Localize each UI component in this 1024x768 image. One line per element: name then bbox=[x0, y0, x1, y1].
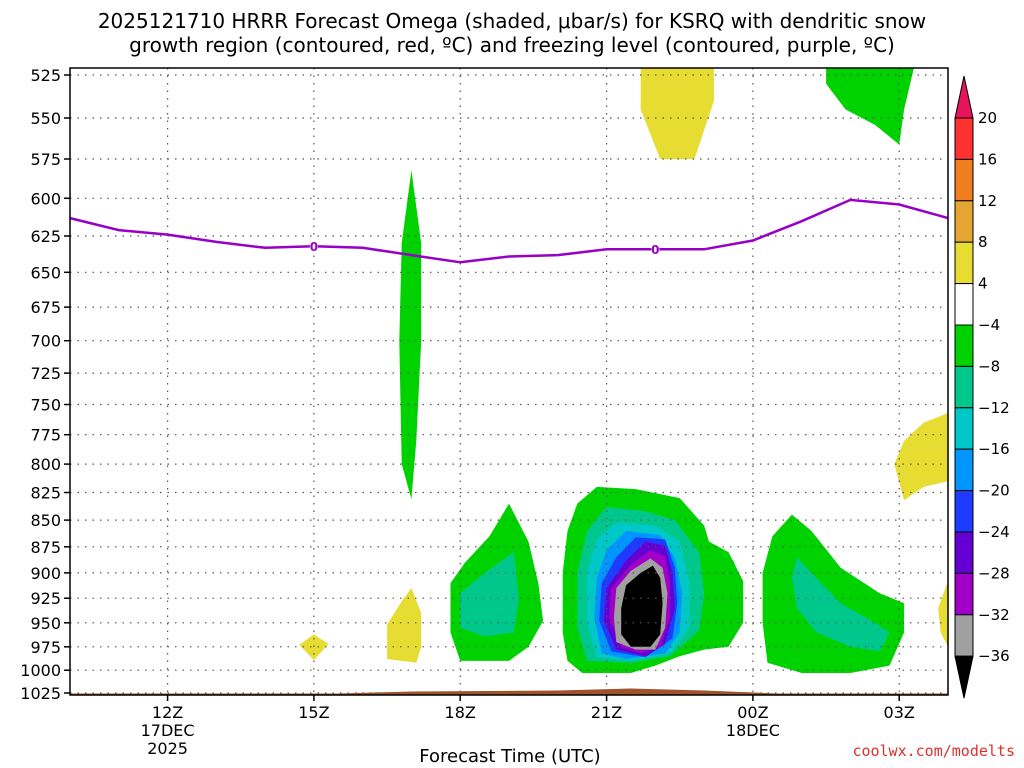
colorbar: 20 16 12 8 4 −4 −8 −12 −16 −20 −24 −28 −32 −36 bbox=[954, 75, 1010, 699]
colorbar-label: 20 bbox=[978, 109, 997, 127]
x-tick-label: 03Z bbox=[884, 703, 915, 722]
y-tick-label: 750 bbox=[30, 396, 61, 415]
y-tick-label: 650 bbox=[30, 263, 61, 282]
y-axis: 525 550 575 600 625 650 675 700 725 750 775 800 825 8… bbox=[20, 66, 70, 703]
x-tick-label: 15Z bbox=[298, 703, 329, 722]
freezing-level-label: 0 bbox=[310, 240, 318, 254]
omega-region-upper-right-green bbox=[826, 68, 914, 145]
y-tick-label: 625 bbox=[30, 227, 61, 246]
colorbar-label: −4 bbox=[978, 316, 1000, 334]
y-tick-label: 1025 bbox=[20, 684, 61, 703]
colorbar-label: −36 bbox=[978, 647, 1010, 665]
y-tick-label: 950 bbox=[30, 614, 61, 633]
x-axis-title: Forecast Time (UTC) bbox=[419, 746, 601, 767]
freezing-label-bg bbox=[309, 240, 318, 253]
omega-region-teal-18z bbox=[460, 552, 519, 637]
omega-shaded-regions bbox=[299, 68, 948, 673]
freezing-label-bg bbox=[651, 243, 660, 256]
colorbar-box bbox=[954, 365, 974, 409]
y-tick-label: 975 bbox=[30, 638, 61, 657]
y-tick-label: 725 bbox=[30, 364, 61, 383]
chart-title-line-2: growth region (contoured, red, ºC) and f… bbox=[129, 33, 895, 57]
y-tick-label: 550 bbox=[30, 109, 61, 128]
colorbar-box bbox=[954, 448, 974, 492]
y-tick-label: 800 bbox=[30, 455, 61, 474]
colorbar-box bbox=[954, 200, 974, 243]
colorbar-bottom-arrow bbox=[954, 655, 974, 699]
freezing-level-contour bbox=[69, 198, 949, 264]
x-tick-date: 17DEC bbox=[141, 721, 195, 740]
colorbar-label: 12 bbox=[978, 192, 997, 210]
x-tick-date: 18DEC bbox=[726, 721, 780, 740]
colorbar-label: 16 bbox=[978, 150, 997, 168]
credit-link[interactable]: coolwx.com/modelts bbox=[852, 742, 1015, 760]
colorbar-label: −24 bbox=[978, 523, 1010, 541]
y-tick-label: 600 bbox=[30, 189, 61, 208]
omega-region-teal-01z bbox=[791, 557, 890, 652]
colorbar-box bbox=[954, 614, 974, 657]
colorbar-box bbox=[954, 283, 974, 326]
omega-region-yellow-edge bbox=[938, 581, 948, 647]
omega-region-vertical-green bbox=[399, 170, 422, 500]
colorbar-label: −28 bbox=[978, 564, 1010, 582]
colorbar-label: 4 bbox=[978, 275, 988, 293]
colorbar-box bbox=[954, 158, 974, 202]
y-tick-label: 900 bbox=[30, 564, 61, 583]
colorbar-label: 8 bbox=[978, 233, 988, 251]
x-tick-label: 12Z bbox=[152, 703, 183, 722]
y-tick-label: 575 bbox=[30, 150, 61, 169]
x-tick-label: 18Z bbox=[445, 703, 476, 722]
colorbar-box bbox=[954, 531, 974, 574]
plot-frame bbox=[69, 67, 949, 696]
y-tick-label: 925 bbox=[30, 589, 61, 608]
colorbar-label: −16 bbox=[978, 440, 1010, 458]
ground-terrain bbox=[70, 688, 948, 695]
omega-region-green-23z bbox=[704, 552, 744, 650]
omega-region-upper-yellow bbox=[640, 68, 714, 159]
y-tick-label: 875 bbox=[30, 538, 61, 557]
freezing-level-label: 0 bbox=[651, 243, 659, 257]
colorbar-box bbox=[954, 241, 974, 285]
colorbar-label: −20 bbox=[978, 482, 1010, 500]
y-tick-label: 675 bbox=[30, 298, 61, 317]
colorbar-label: −32 bbox=[978, 606, 1010, 624]
omega-region-green-01z bbox=[762, 514, 905, 673]
omega-region-yellow-17z bbox=[387, 588, 422, 663]
x-tick-year: 2025 bbox=[147, 739, 188, 758]
colorbar-label: −8 bbox=[978, 357, 1000, 375]
colorbar-box bbox=[954, 324, 974, 367]
y-tick-label: 850 bbox=[30, 511, 61, 530]
colorbar-box bbox=[954, 572, 974, 616]
colorbar-box bbox=[954, 407, 974, 450]
colorbar-top-arrow bbox=[954, 75, 974, 119]
chart-title-line-1: 2025121710 HRRR Forecast Omega (shaded, … bbox=[97, 9, 927, 33]
y-tick-label: 525 bbox=[30, 66, 61, 85]
omega-region-right-yellow bbox=[894, 413, 948, 501]
y-tick-label: 700 bbox=[30, 332, 61, 351]
colorbar-label: −12 bbox=[978, 399, 1010, 417]
y-tick-label: 1000 bbox=[20, 661, 61, 680]
omega-region-yellow-15z bbox=[299, 634, 329, 660]
omega-region-black-21z bbox=[621, 565, 663, 647]
y-tick-label: 825 bbox=[30, 484, 61, 503]
colorbar-box bbox=[954, 490, 974, 533]
colorbar-box bbox=[954, 117, 974, 160]
x-tick-label: 21Z bbox=[591, 703, 622, 722]
x-tick-label: 00Z bbox=[737, 703, 768, 722]
y-tick-label: 775 bbox=[30, 426, 61, 445]
